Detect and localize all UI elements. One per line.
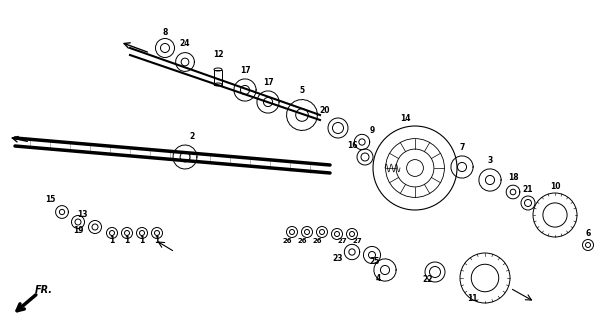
Text: 3: 3 — [488, 156, 492, 165]
Text: 17: 17 — [263, 78, 274, 87]
Text: 1: 1 — [125, 236, 130, 245]
Text: 21: 21 — [523, 185, 533, 194]
Text: 7: 7 — [459, 143, 465, 152]
Text: 15: 15 — [45, 195, 55, 204]
Text: 2: 2 — [189, 132, 195, 141]
Text: 25: 25 — [370, 257, 380, 266]
Text: 5: 5 — [299, 86, 305, 95]
Bar — [214, 69, 222, 84]
Text: 14: 14 — [399, 114, 410, 123]
Text: 23: 23 — [333, 254, 344, 263]
Text: 1: 1 — [139, 236, 145, 245]
Text: FR.: FR. — [35, 285, 53, 295]
Text: 22: 22 — [423, 275, 434, 284]
Text: 9: 9 — [370, 126, 375, 135]
Text: 4: 4 — [375, 274, 381, 283]
Text: 10: 10 — [550, 182, 560, 191]
Text: 20: 20 — [320, 106, 330, 115]
Text: 17: 17 — [240, 66, 250, 75]
Text: 27: 27 — [352, 238, 362, 244]
Text: 6: 6 — [586, 229, 590, 238]
Text: 13: 13 — [77, 210, 88, 219]
Text: 27: 27 — [337, 238, 347, 244]
Text: 1: 1 — [109, 236, 115, 245]
Text: 1: 1 — [154, 236, 160, 245]
Text: 24: 24 — [180, 39, 190, 48]
Text: 8: 8 — [162, 28, 168, 37]
Text: 16: 16 — [347, 141, 358, 150]
Text: 26: 26 — [297, 238, 307, 244]
Text: 18: 18 — [508, 173, 518, 182]
Text: 19: 19 — [73, 226, 83, 235]
Text: 12: 12 — [213, 50, 223, 59]
Text: 26: 26 — [282, 238, 292, 244]
Text: 26: 26 — [313, 238, 322, 244]
Text: 11: 11 — [467, 294, 477, 303]
